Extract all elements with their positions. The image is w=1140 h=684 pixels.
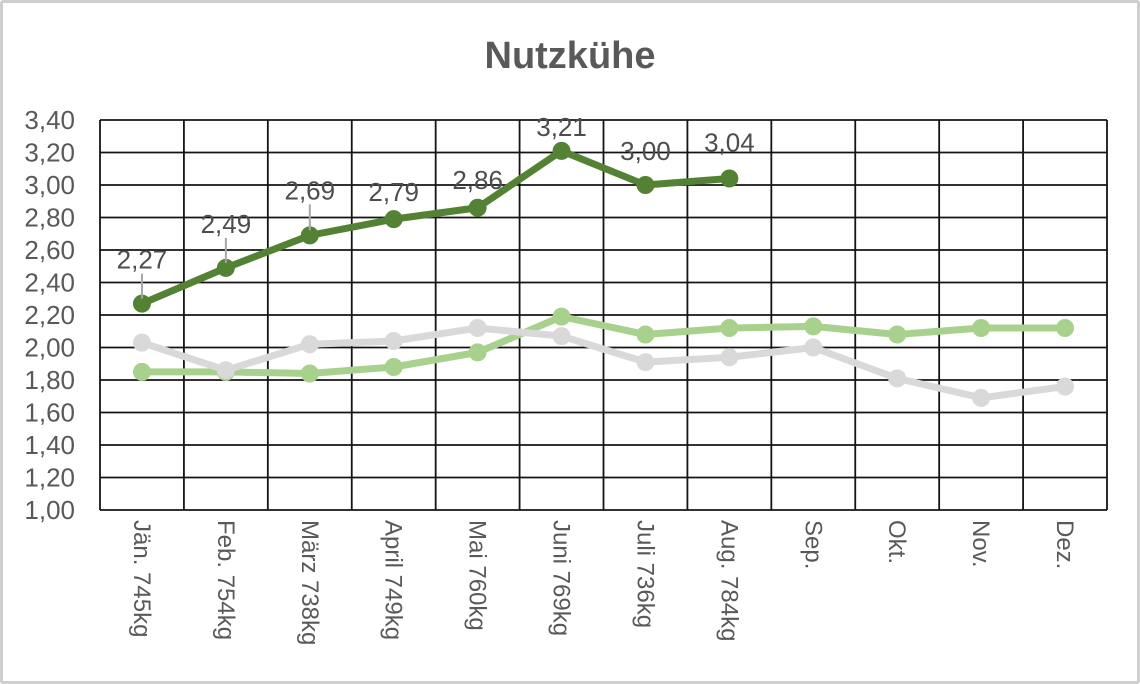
data-point-gray-line: [552, 327, 571, 346]
data-label: 3,04: [704, 128, 755, 158]
data-point-dark-green-line: [552, 141, 571, 160]
y-axis-tick-label: 2,20: [24, 300, 75, 330]
x-axis-category-label: Feb. 754kg: [212, 520, 239, 640]
data-point-light-green-line: [552, 307, 571, 326]
series-line-light-green-line: [138, 313, 1069, 377]
data-label: 2,49: [201, 209, 252, 239]
data-point-gray-line: [132, 333, 151, 352]
data-point-dark-green-line: [384, 210, 403, 229]
x-axis-category-label: März 738kg: [296, 520, 323, 645]
data-point-gray-line: [972, 388, 991, 407]
data-point-light-green-line: [384, 358, 403, 376]
x-axis-category-label: Okt.: [883, 520, 910, 564]
data-point-light-green-line: [1056, 319, 1075, 337]
x-axis-category-label: Juli 736kg: [631, 520, 658, 628]
y-axis-tick-label: 1,60: [24, 398, 75, 428]
data-point-dark-green-line: [720, 169, 739, 188]
y-axis-tick-label: 2,80: [24, 203, 75, 233]
data-point-gray-line: [384, 332, 403, 350]
data-point-light-green-line: [804, 317, 823, 336]
data-point-dark-green-line: [636, 176, 655, 194]
data-point-light-green-line: [468, 343, 487, 362]
data-point-gray-line: [216, 361, 235, 380]
x-axis-category-label: Sep.: [799, 520, 826, 569]
chart-title: Nutzkühe: [484, 35, 656, 77]
data-point-gray-line: [468, 319, 487, 337]
data-point-dark-green-line: [216, 258, 235, 277]
y-axis-tick-label: 1,00: [24, 495, 75, 525]
y-axis-tick-label: 1,20: [24, 463, 75, 493]
data-point-light-green-line: [972, 319, 991, 337]
data-point-light-green-line: [300, 364, 319, 383]
x-axis-category-label: April 749kg: [380, 520, 407, 640]
y-axis-tick-label: 2,00: [24, 333, 75, 363]
data-point-gray-line: [804, 338, 823, 357]
x-axis-category-label: Mai 760kg: [464, 520, 491, 631]
y-axis-tick-label: 3,00: [24, 170, 75, 200]
data-label: 2,86: [452, 165, 503, 195]
data-point-light-green-line: [132, 362, 151, 381]
data-point-dark-green-line: [300, 226, 319, 245]
data-label: 3,21: [536, 112, 587, 142]
data-point-dark-green-line: [468, 198, 487, 217]
data-point-gray-line: [720, 348, 739, 367]
data-label: 2,79: [368, 177, 419, 207]
data-point-light-green-line: [720, 319, 739, 337]
data-point-gray-line: [888, 369, 907, 388]
data-label: 2,27: [117, 245, 168, 275]
data-point-gray-line: [636, 353, 655, 372]
y-axis-tick-label: 3,20: [24, 138, 75, 168]
data-label: 2,69: [284, 175, 335, 205]
data-point-gray-line: [300, 335, 319, 354]
line-chart: 3,403,203,002,802,602,402,202,001,801,60…: [24, 105, 1108, 645]
x-axis-category-label: Jän. 745kg: [128, 520, 155, 637]
x-axis-category-label: Dez.: [1051, 520, 1078, 569]
y-axis-tick-label: 1,40: [24, 430, 75, 460]
y-axis-tick-label: 2,60: [24, 235, 75, 265]
series-line-dark-green-line: [138, 147, 733, 308]
data-label: 3,00: [620, 136, 671, 166]
data-point-dark-green-line: [132, 294, 151, 313]
x-axis-category-label: Nov.: [967, 520, 994, 568]
y-axis-tick-label: 3,40: [24, 105, 75, 135]
y-axis-tick-label: 1,80: [24, 365, 75, 395]
x-axis-category-label: Aug. 784kg: [715, 520, 742, 641]
y-axis-tick-label: 2,40: [24, 268, 75, 298]
series-line-gray-line: [138, 324, 1069, 402]
data-point-gray-line: [1056, 377, 1075, 396]
data-point-light-green-line: [888, 325, 907, 344]
x-axis-category-label: Juni 769kg: [548, 520, 575, 636]
data-point-light-green-line: [636, 325, 655, 344]
